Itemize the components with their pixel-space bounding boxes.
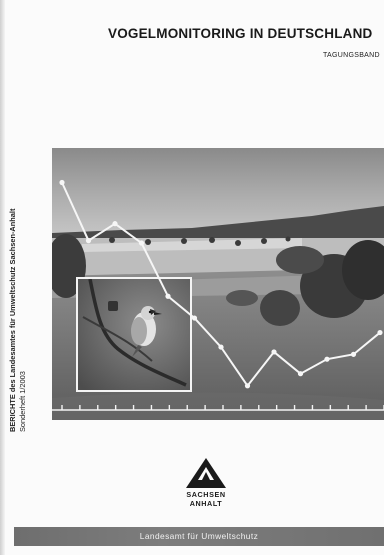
cover-title: VOGELMONITORING IN DEUTSCHLAND [108, 26, 373, 41]
trend-point [297, 371, 304, 377]
trend-line [61, 182, 381, 388]
logo-text-bottom: ANHALT [189, 499, 223, 508]
trend-point [244, 383, 251, 389]
logo-text-top: SACHSEN [186, 490, 226, 499]
trend-point [377, 329, 383, 336]
trend-point [85, 238, 92, 244]
trend-point [191, 315, 198, 321]
page-edge [0, 0, 5, 555]
cover-subtitle: TAGUNGSBAND [323, 52, 380, 59]
state-logo [184, 456, 228, 516]
trend-point [271, 349, 277, 355]
trend-point [165, 293, 171, 299]
trend-point [324, 356, 330, 362]
trend-point [59, 179, 65, 186]
trend-point [112, 221, 118, 227]
trend-point [350, 351, 357, 357]
bird-photo [76, 277, 192, 392]
publisher-name: Landesamt für Umweltschutz [139, 531, 259, 541]
bird-illustration [78, 279, 190, 390]
trend-point [218, 344, 224, 350]
trend-point [138, 240, 145, 246]
logo-mark-icon [186, 458, 226, 488]
footer-band: Landesamt für Umweltschutz [14, 527, 384, 546]
